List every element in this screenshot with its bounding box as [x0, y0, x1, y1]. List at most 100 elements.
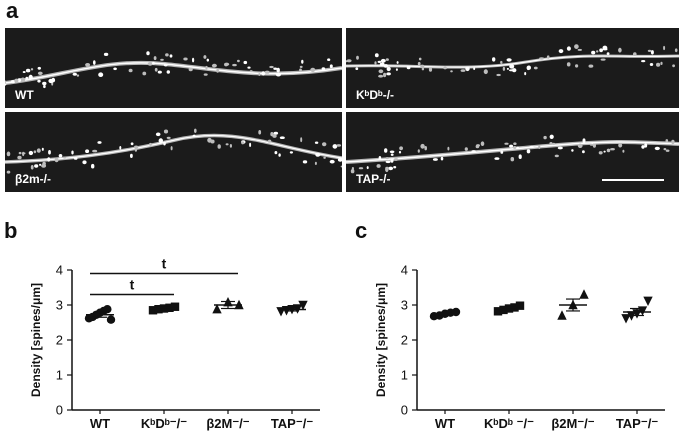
spine-dot [483, 69, 488, 75]
spine-dot [192, 57, 195, 63]
spine-dot [502, 66, 506, 71]
spine-dot [385, 157, 389, 160]
spine-dot [302, 160, 308, 164]
spine-dot [566, 62, 571, 67]
data-point [515, 301, 525, 310]
spine-dot [76, 74, 80, 77]
spine-dot [380, 58, 386, 63]
spine-dot [383, 72, 387, 78]
spine-dot [37, 71, 43, 75]
spine-dot [28, 74, 33, 80]
data-point [106, 315, 116, 324]
spine-dot [273, 131, 279, 135]
spine-dot [440, 156, 444, 161]
spine-dot [464, 147, 468, 151]
spine-dot [155, 132, 161, 137]
spine-dot [602, 47, 608, 51]
spine-dot [406, 66, 411, 70]
spine-dot [606, 52, 610, 55]
spine-dot [378, 74, 384, 78]
spine-dot [424, 146, 427, 151]
spine-dot [575, 64, 579, 68]
spine-dot [656, 62, 661, 67]
data-point [621, 314, 631, 324]
spine-dot [10, 80, 16, 84]
spine-dot [450, 70, 453, 73]
y-tick-label: 3 [56, 298, 63, 313]
spine-dot [30, 165, 34, 170]
spine-dot [465, 66, 470, 72]
spine-dot [183, 57, 188, 61]
spine-dot [390, 158, 394, 163]
spine-dot [379, 62, 385, 66]
spine-dot [588, 64, 594, 68]
spine-dot [383, 64, 389, 68]
spine-dot [421, 67, 425, 71]
spine-dot [592, 143, 596, 148]
spine-dot [299, 68, 302, 72]
spine-dot [663, 45, 666, 51]
spine-dot [506, 67, 509, 70]
spine-dot [163, 129, 169, 134]
spine-dot [337, 157, 342, 162]
spine-dot [321, 67, 326, 71]
spine-dot [374, 53, 379, 58]
spine-dot [549, 134, 554, 139]
spine-dot [473, 67, 476, 70]
spine-dot [346, 59, 352, 63]
spine-dot [22, 151, 25, 157]
spine-dot [356, 55, 359, 60]
dendrite-image-b2m [5, 128, 342, 174]
spine-dot [73, 157, 78, 160]
spine-dot [170, 146, 173, 151]
spine-dot [388, 166, 394, 171]
data-point [579, 289, 589, 299]
significance-label: t [162, 256, 167, 272]
spine-dot [207, 137, 212, 143]
spine-dot [169, 54, 173, 58]
spine-dot [524, 72, 527, 76]
spine-dot [58, 154, 63, 158]
spine-dot [417, 149, 420, 153]
spine-dot [241, 141, 245, 145]
spine-dot [496, 73, 501, 77]
y-axis-label: Density [spines/μm] [374, 283, 388, 397]
spine-dot [660, 61, 663, 65]
spine-dot [654, 146, 660, 151]
spine-dot [420, 64, 425, 68]
spine-dot [42, 161, 46, 166]
spine-dot [98, 72, 104, 77]
spine-dot [543, 135, 547, 140]
spine-dot [420, 143, 425, 149]
spine-dot [577, 143, 583, 148]
spine-dot [672, 64, 675, 68]
spine-dot [289, 151, 293, 154]
spine-dot [232, 63, 237, 67]
spine-dot [314, 161, 317, 165]
spine-dot [385, 166, 389, 170]
spine-dot [589, 143, 594, 146]
scale-bar [602, 179, 664, 181]
spine-dot [641, 60, 646, 63]
x-tick-label: TAP⁻/⁻ [271, 416, 314, 431]
spine-dot [203, 55, 207, 59]
spine-dot [93, 60, 96, 65]
spine-dot [377, 60, 382, 64]
spine-dot [25, 68, 31, 73]
spine-dot [82, 160, 87, 165]
spine-dot [571, 149, 574, 152]
spine-dot [432, 158, 438, 161]
spine-dot [119, 146, 122, 150]
spine-dot [5, 83, 7, 86]
spine-dot [641, 145, 645, 149]
spine-dot [374, 61, 377, 65]
spine-dot [249, 70, 253, 73]
spine-dot [154, 67, 158, 72]
spine-dot [43, 84, 46, 89]
data-point [170, 302, 180, 311]
spine-dot [384, 148, 388, 153]
spine-dot [554, 154, 559, 158]
spine-dot [510, 157, 515, 162]
spine-dot [509, 69, 514, 72]
spine-dot [165, 53, 169, 57]
